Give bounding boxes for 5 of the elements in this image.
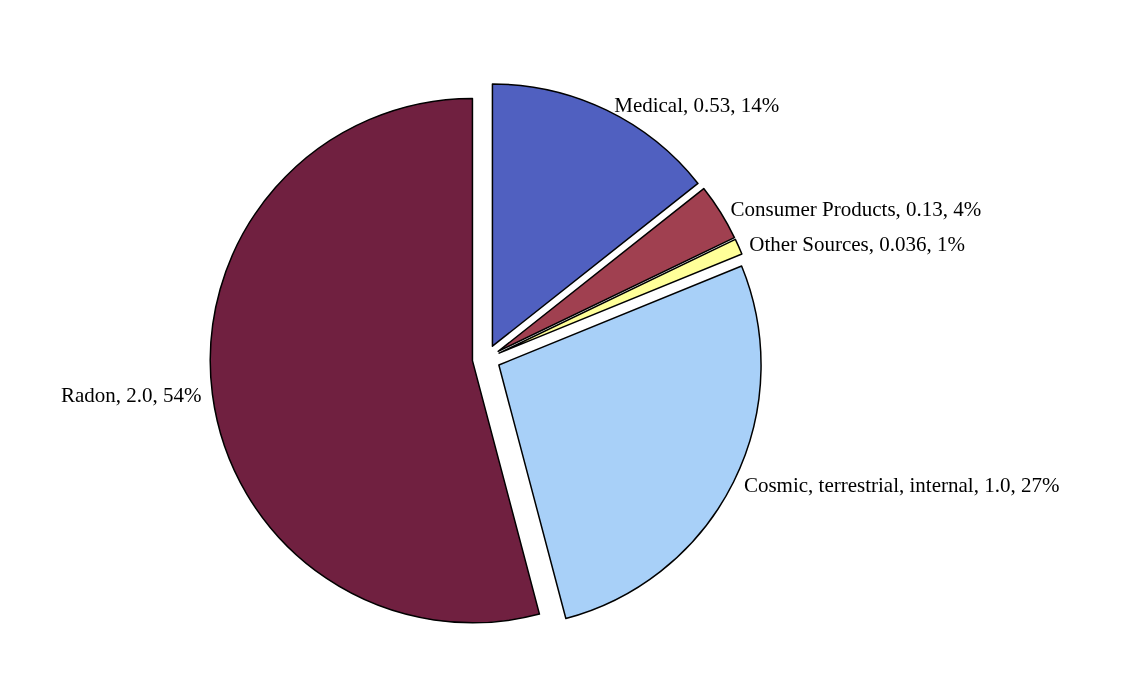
slice-label: Medical, 0.53, 14%	[614, 92, 780, 117]
slice-label: Consumer Products, 0.13, 4%	[730, 197, 982, 222]
slice-label: Radon, 2.0, 54%	[60, 383, 202, 408]
slice-label: Other Sources, 0.036, 1%	[749, 232, 966, 257]
slice-label: Cosmic, terrestrial, internal, 1.0, 27%	[743, 472, 1060, 497]
